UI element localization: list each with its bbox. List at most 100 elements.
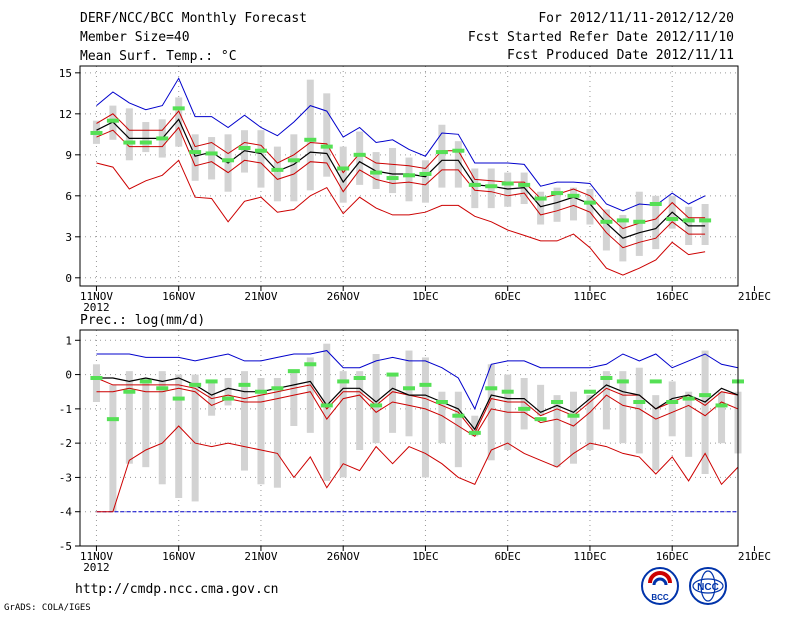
obs-marker — [452, 413, 465, 418]
member-size-label: Member Size=40 — [80, 30, 190, 45]
series-lower-line — [96, 126, 706, 249]
box-mark — [208, 137, 216, 180]
obs-marker — [452, 148, 465, 153]
box-mark — [454, 141, 462, 188]
series-lower-line — [96, 387, 739, 437]
box-mark — [438, 124, 446, 188]
box-mark — [109, 384, 117, 512]
panel-title: Mean Surf. Temp.: °C — [80, 49, 237, 64]
obs-marker — [534, 417, 547, 422]
obs-marker — [485, 184, 498, 189]
obs-marker — [139, 379, 152, 384]
y-tick-label: 15 — [59, 67, 72, 80]
box-mark — [175, 97, 183, 147]
series-max-line — [96, 350, 739, 411]
obs-marker — [518, 406, 531, 411]
box-mark — [421, 357, 429, 478]
box-mark — [438, 391, 446, 444]
grads-credit: GrADS: COLA/IGES — [4, 603, 91, 613]
obs-marker — [551, 400, 564, 404]
box-mark — [290, 371, 298, 426]
box-mark — [142, 122, 150, 153]
box-mark — [323, 343, 331, 481]
box-mark — [602, 209, 610, 251]
series-max-line — [96, 77, 706, 212]
x-tick-label: 1DEC — [412, 550, 439, 563]
x-tick-label: 11NOV — [80, 550, 113, 563]
box-mark — [158, 371, 166, 485]
y-tick-label: 9 — [65, 149, 72, 162]
box-mark — [191, 134, 199, 181]
series-upper-line — [96, 377, 739, 434]
obs-marker — [386, 372, 399, 377]
obs-marker — [518, 182, 531, 187]
box-mark — [257, 130, 265, 188]
y-tick-label: 1 — [65, 334, 72, 347]
x-tick-label: 26NOV — [327, 550, 360, 563]
obs-marker — [649, 379, 662, 384]
series-min-line — [96, 425, 739, 513]
panel-prec: Prec.: log(mm/d) -5 -4 -3 -2 -1 0 1 11NOV 16NOV 21… — [59, 313, 771, 574]
obs-marker — [633, 219, 646, 224]
obs-marker — [189, 150, 202, 155]
x-tick-label: 16NOV — [162, 550, 195, 563]
box-mark — [586, 188, 594, 225]
x-tick-label: 11DEC — [573, 290, 606, 303]
obs-marker — [106, 417, 119, 422]
obs-marker — [551, 191, 564, 196]
obs-marker — [189, 382, 202, 387]
box-mark — [454, 391, 462, 468]
box-mark — [635, 191, 643, 256]
series-mean-line — [96, 377, 739, 431]
obs-marker — [403, 173, 415, 178]
obs-marker — [90, 376, 103, 380]
obs-marker — [156, 386, 169, 391]
obs-marker — [254, 389, 267, 394]
box-mark — [586, 395, 594, 450]
obs-marker — [666, 400, 679, 404]
box-mark — [570, 391, 577, 464]
box-mark — [553, 187, 561, 222]
obs-marker — [370, 170, 383, 175]
box-mark — [339, 146, 347, 203]
box-mark — [323, 93, 331, 177]
obs-marker — [616, 379, 629, 384]
obs-marker — [666, 217, 679, 222]
box-mark — [487, 364, 495, 461]
obs-marker — [633, 400, 646, 404]
obs-marker — [583, 200, 596, 205]
x-tick-label: 6DEC — [494, 550, 521, 563]
plot-frame — [79, 65, 739, 287]
obs-marker — [616, 218, 629, 223]
bcc-logo-text: BCC — [651, 593, 669, 602]
obs-marker — [468, 430, 481, 435]
obs-marker — [534, 196, 547, 201]
box-mark — [685, 391, 693, 457]
obs-marker — [600, 219, 613, 224]
forecast-start-date: Fcst Started Refer Date 2012/11/10 — [467, 30, 734, 45]
box-mark — [405, 157, 413, 202]
x-tick-label: 11NOV — [80, 290, 113, 303]
y-tick-label: -4 — [59, 506, 73, 519]
y-tick-label: 0 — [65, 369, 72, 382]
obs-marker — [649, 202, 662, 207]
box-mark — [718, 391, 726, 444]
x-tick-label: 21NOV — [244, 550, 277, 563]
obs-marker — [682, 218, 695, 223]
box-mark — [668, 381, 676, 437]
box-mark — [635, 367, 643, 454]
box-mark — [570, 187, 577, 221]
obs-marker — [715, 403, 728, 408]
obs-marker — [205, 379, 218, 384]
obs-marker — [370, 403, 383, 408]
box-mark — [372, 354, 380, 444]
ncc-logo: NCC — [688, 566, 728, 606]
box-mark — [504, 172, 512, 207]
source-url[interactable]: http://cmdp.ncc.cma.gov.cn — [75, 582, 279, 597]
obs-marker — [337, 379, 350, 384]
box-mark — [191, 374, 199, 502]
x-tick-label: 16DEC — [656, 290, 689, 303]
x-tick-label: 1DEC — [412, 290, 439, 303]
obs-marker — [337, 166, 350, 171]
